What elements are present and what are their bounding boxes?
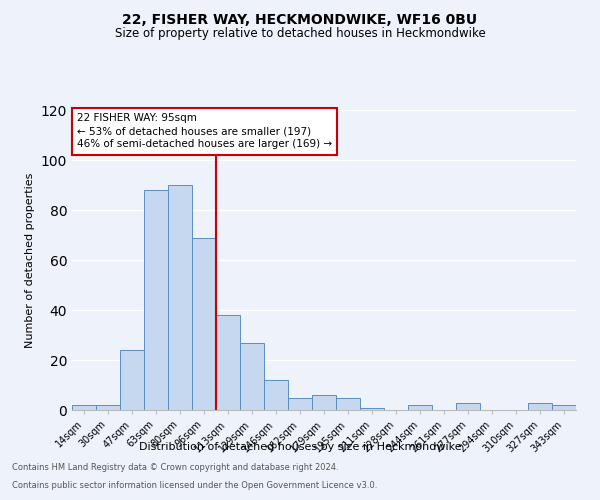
Bar xyxy=(552,405,576,410)
Text: 22 FISHER WAY: 95sqm
← 53% of detached houses are smaller (197)
46% of semi-deta: 22 FISHER WAY: 95sqm ← 53% of detached h… xyxy=(77,113,332,150)
Text: Size of property relative to detached houses in Heckmondwike: Size of property relative to detached ho… xyxy=(115,28,485,40)
Bar xyxy=(360,408,384,410)
Bar xyxy=(408,405,432,410)
Text: 22, FISHER WAY, HECKMONDWIKE, WF16 0BU: 22, FISHER WAY, HECKMONDWIKE, WF16 0BU xyxy=(122,12,478,26)
Bar xyxy=(144,190,168,410)
Bar xyxy=(312,395,336,410)
Bar xyxy=(528,402,552,410)
Text: Contains HM Land Registry data © Crown copyright and database right 2024.: Contains HM Land Registry data © Crown c… xyxy=(12,464,338,472)
Bar xyxy=(96,405,120,410)
Bar xyxy=(288,398,312,410)
Bar xyxy=(168,185,192,410)
Bar xyxy=(120,350,144,410)
Bar xyxy=(336,398,360,410)
Bar xyxy=(240,342,264,410)
Bar xyxy=(456,402,480,410)
Bar xyxy=(72,405,96,410)
Bar xyxy=(264,380,288,410)
Text: Contains public sector information licensed under the Open Government Licence v3: Contains public sector information licen… xyxy=(12,481,377,490)
Bar xyxy=(216,315,240,410)
Y-axis label: Number of detached properties: Number of detached properties xyxy=(25,172,35,348)
Bar xyxy=(192,238,216,410)
Text: Distribution of detached houses by size in Heckmondwike: Distribution of detached houses by size … xyxy=(139,442,461,452)
